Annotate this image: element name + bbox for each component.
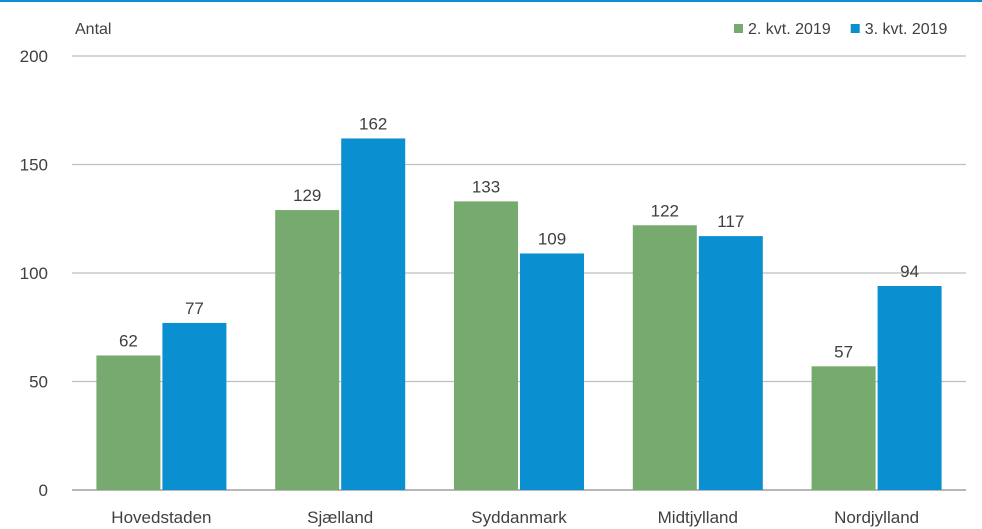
legend-label: 3. kvt. 2019 bbox=[865, 21, 948, 38]
legend: 2. kvt. 2019 3. kvt. 2019 bbox=[734, 21, 948, 38]
bar bbox=[341, 138, 406, 490]
x-tick-label: Midtjylland bbox=[658, 508, 738, 527]
data-label: 109 bbox=[538, 229, 566, 248]
x-tick-label: Hovedstaden bbox=[111, 508, 211, 527]
y-tick-label: 0 bbox=[39, 481, 48, 500]
x-tick-label: Syddanmark bbox=[471, 508, 567, 527]
x-tick-label: Nordjylland bbox=[834, 508, 919, 527]
data-label: 133 bbox=[472, 177, 500, 196]
bar bbox=[632, 225, 697, 490]
bar bbox=[96, 355, 161, 490]
data-label: 77 bbox=[185, 299, 204, 318]
y-axis-title: Antal bbox=[75, 21, 111, 38]
y-tick-label: 200 bbox=[20, 47, 48, 66]
y-axis-ticks: 0 50 100 150 200 bbox=[20, 47, 48, 500]
legend-swatch bbox=[850, 24, 860, 33]
bar bbox=[877, 286, 942, 490]
bar bbox=[454, 201, 518, 490]
x-tick-label: Sjælland bbox=[307, 508, 373, 527]
data-label: 162 bbox=[359, 114, 387, 133]
data-labels: 62 77 129 162 133 109 122 117 57 94 bbox=[119, 114, 919, 361]
bar bbox=[275, 210, 340, 490]
legend-swatch bbox=[734, 24, 743, 33]
data-label: 94 bbox=[900, 262, 919, 281]
bar bbox=[162, 322, 227, 490]
y-tick-label: 150 bbox=[20, 156, 48, 175]
legend-label: 2. kvt. 2019 bbox=[748, 21, 831, 38]
data-label: 122 bbox=[651, 201, 679, 220]
y-tick-label: 100 bbox=[20, 264, 48, 283]
data-label: 62 bbox=[119, 331, 138, 350]
data-label: 117 bbox=[717, 212, 744, 231]
data-label: 129 bbox=[293, 186, 321, 205]
bars bbox=[96, 138, 942, 490]
x-axis-labels: Hovedstaden Sjælland Syddanmark Midtjylland… bbox=[111, 508, 919, 527]
data-label: 57 bbox=[834, 342, 853, 361]
top-rule bbox=[0, 0, 982, 2]
bar bbox=[811, 366, 876, 490]
bar bbox=[698, 236, 763, 490]
y-tick-label: 50 bbox=[29, 373, 48, 392]
bar bbox=[520, 253, 584, 490]
